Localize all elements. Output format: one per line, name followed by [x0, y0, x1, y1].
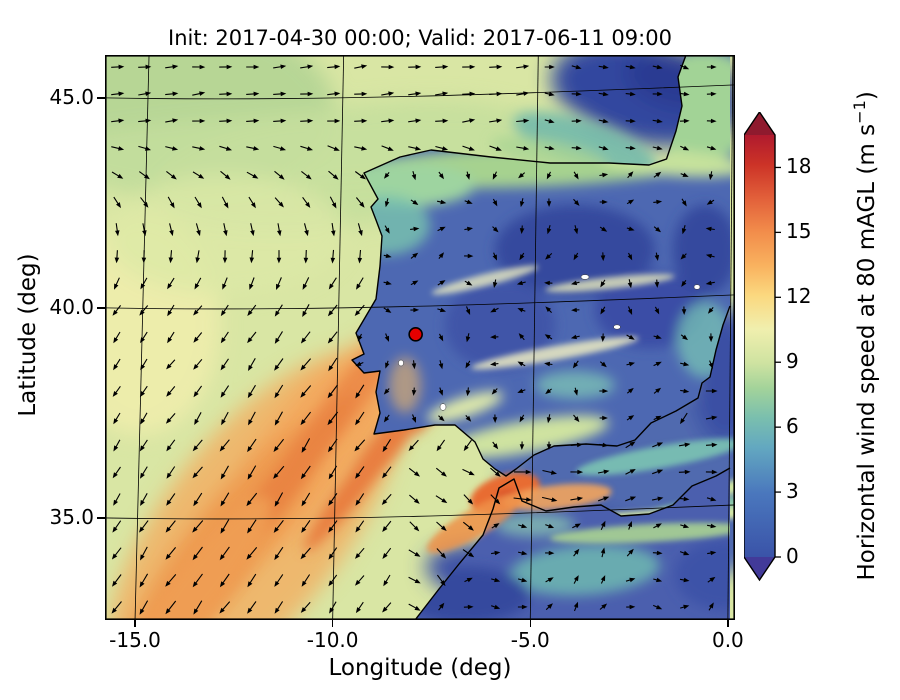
graticule-parallel: [105, 294, 735, 310]
graticule-meridian: [727, 55, 734, 620]
colorbar-label-superscript: −1: [850, 100, 870, 124]
colorbar-extend-top: [744, 112, 775, 135]
x-tick-label: -5.0: [510, 628, 550, 652]
site-marker: [408, 327, 423, 342]
colorbar-gradient-bar: [744, 135, 775, 557]
colorbar-label-text: Horizontal wind speed at 80 mAGL (m s: [853, 123, 880, 581]
x-tick-label: 0.0: [711, 628, 744, 652]
graticule-meridian: [332, 55, 345, 620]
colorbar-tick-label: 9: [786, 349, 799, 374]
quiver-layer: [111, 64, 718, 615]
colorbar-label-suffix: ): [853, 91, 880, 101]
x-tick-mark: [331, 620, 334, 627]
colorbar-extend-bottom: [744, 557, 775, 580]
x-tick-label: -15.0: [109, 628, 161, 652]
coastline-europe: [351, 55, 731, 477]
map-plot: [105, 55, 735, 620]
colorbar-tick-label: 15: [786, 219, 812, 244]
y-tick-label: 40.0: [49, 294, 94, 319]
lakes: [398, 274, 701, 411]
x-tick-label: -10.0: [306, 628, 359, 652]
colorbar: [744, 112, 784, 582]
y-tick-label: 35.0: [49, 504, 94, 529]
wind-arrow-shafts: [111, 64, 715, 612]
colorbar-tick-marks: [775, 166, 781, 558]
y-tick-mark: [97, 97, 105, 99]
colorbar-label: Horizontal wind speed at 80 mAGL (m s−1): [850, 56, 880, 616]
y-tick-mark: [97, 307, 105, 309]
graticule-parallel: [105, 84, 735, 100]
colorbar-svg: [744, 112, 781, 582]
colorbar-tick-label: 6: [786, 414, 799, 439]
plot-frame: [105, 55, 735, 620]
coastline-africa: [414, 467, 731, 620]
colorbar-tick-label: 3: [786, 479, 799, 504]
x-tick-mark: [727, 620, 729, 627]
colorbar-tick-label: 12: [786, 284, 812, 309]
y-tick-mark: [97, 517, 105, 519]
x-tick-mark: [529, 620, 531, 627]
graticule-meridian: [529, 55, 539, 620]
y-axis-label: Latitude (deg): [15, 253, 41, 417]
colorbar-tick-label: 18: [786, 154, 812, 179]
colorbar-tick-label: 0: [786, 544, 799, 568]
x-axis-label: Longitude (deg): [328, 655, 512, 681]
y-tick-label: 45.0: [49, 84, 94, 109]
graticule-parallel: [105, 504, 735, 520]
plot-title: Init: 2017-04-30 00:00; Valid: 2017-06-1…: [168, 26, 672, 50]
map-svg: [105, 55, 735, 620]
colorbar-outline: [744, 112, 776, 582]
x-tick-mark: [134, 620, 136, 627]
